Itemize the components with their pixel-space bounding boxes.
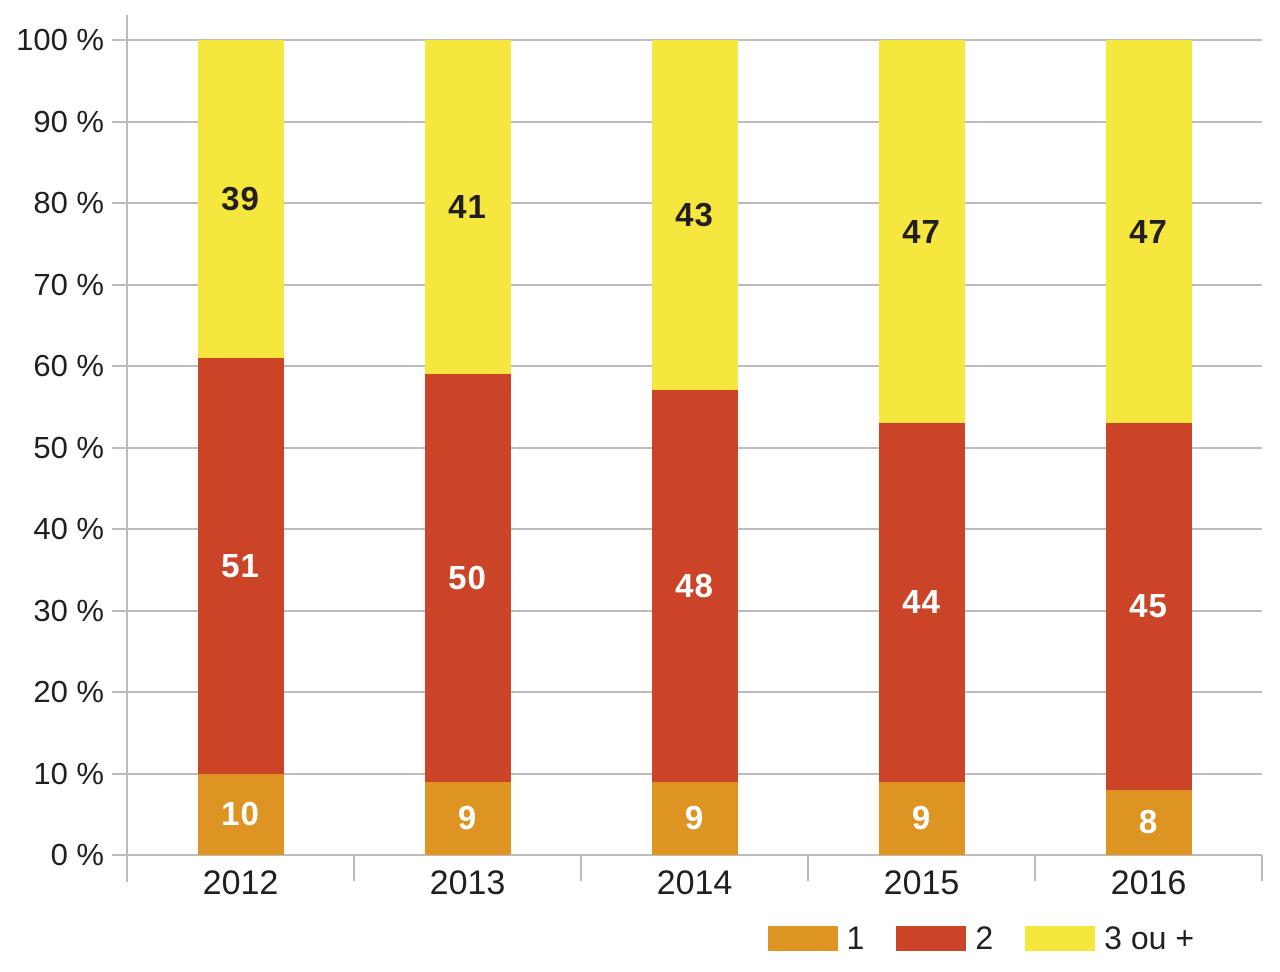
y-axis-tick-label: 80 % xyxy=(33,185,104,220)
bar-value-label: 48 xyxy=(675,567,714,605)
x-axis-label: 2016 xyxy=(1110,864,1187,902)
chart-legend: 1 2 3 ou + xyxy=(767,920,1194,957)
bar-segment-2013-1: 9 xyxy=(424,781,511,855)
bar-2013: 9 50 41 xyxy=(424,40,511,855)
legend-swatch-1 xyxy=(767,926,838,951)
y-axis-tick-label: 30 % xyxy=(33,592,104,628)
bar-value-label: 10 xyxy=(221,795,260,833)
gridline xyxy=(112,854,1262,856)
bar-2014: 9 48 43 xyxy=(651,40,738,855)
bar-2016: 8 45 47 xyxy=(1105,40,1192,855)
y-axis-tick-label: 70 % xyxy=(33,266,104,302)
bar-segment-2012-3 ou +: 39 xyxy=(197,40,284,358)
bar-value-label: 8 xyxy=(1138,803,1159,841)
bar-segment-2013-3 ou +: 41 xyxy=(424,40,511,375)
legend-item-2: 2 xyxy=(896,920,993,957)
bar-segment-2016-2: 45 xyxy=(1105,423,1192,790)
bar-segment-2016-3 ou +: 47 xyxy=(1105,40,1192,424)
bar-segment-2015-3 ou +: 47 xyxy=(878,40,965,424)
x-axis-tick xyxy=(353,855,355,881)
bar-segment-2012-1: 10 xyxy=(197,773,284,855)
bar-segment-2014-3 ou +: 43 xyxy=(651,40,738,391)
y-axis-tick-label: 0 % xyxy=(50,837,104,872)
bar-segment-2014-2: 48 xyxy=(651,390,738,782)
y-axis-tick-label: 50 % xyxy=(33,429,104,465)
bar-value-label: 41 xyxy=(448,188,487,226)
bar-value-label: 44 xyxy=(902,583,941,621)
x-axis-label: 2014 xyxy=(656,864,733,902)
legend-item-3 ou +: 3 ou + xyxy=(1025,920,1194,957)
bar-segment-2012-2: 51 xyxy=(197,357,284,774)
x-axis-tick xyxy=(1034,855,1036,881)
bar-2015: 9 44 47 xyxy=(878,40,965,855)
bar-segment-2015-2: 44 xyxy=(878,423,965,782)
y-axis-tick-label: 20 % xyxy=(33,674,104,709)
legend-label: 2 xyxy=(975,920,994,956)
x-axis-tick xyxy=(807,855,809,881)
bar-value-label: 45 xyxy=(1129,587,1168,625)
bar-value-label: 51 xyxy=(221,546,260,584)
bar-value-label: 47 xyxy=(902,212,941,250)
x-axis-label: 2013 xyxy=(429,864,506,902)
bar-value-label: 50 xyxy=(448,558,487,596)
y-axis-tick-label: 100 % xyxy=(16,22,104,57)
legend-swatch-2 xyxy=(896,926,967,951)
y-axis-tick-label: 10 % xyxy=(33,755,104,791)
legend-label: 1 xyxy=(846,920,865,956)
x-axis-tick xyxy=(1261,855,1263,881)
bar-segment-2015-1: 9 xyxy=(878,781,965,855)
x-axis-label: 2012 xyxy=(202,864,279,902)
bar-value-label: 43 xyxy=(675,196,714,234)
bar-value-label: 39 xyxy=(221,179,260,217)
bar-value-label: 9 xyxy=(684,799,705,837)
bar-segment-2014-1: 9 xyxy=(651,781,738,855)
x-axis-tick xyxy=(580,855,582,881)
legend-item-1: 1 xyxy=(767,920,865,957)
bar-segment-2013-2: 50 xyxy=(424,374,511,782)
bar-2012: 10 51 39 xyxy=(197,40,284,855)
legend-label: 3 ou + xyxy=(1104,920,1194,956)
legend-swatch-3 ou + xyxy=(1025,926,1096,951)
bar-value-label: 9 xyxy=(911,799,932,837)
bar-value-label: 47 xyxy=(1129,212,1168,250)
y-axis-tick-label: 60 % xyxy=(33,348,104,383)
gridline xyxy=(112,39,1262,41)
bar-segment-2016-1: 8 xyxy=(1105,789,1192,855)
x-axis-label: 2015 xyxy=(883,864,960,902)
bar-value-label: 9 xyxy=(457,799,478,837)
y-axis-tick-label: 90 % xyxy=(33,103,104,139)
y-axis-line xyxy=(126,15,128,882)
y-axis-tick-label: 40 % xyxy=(33,511,104,546)
